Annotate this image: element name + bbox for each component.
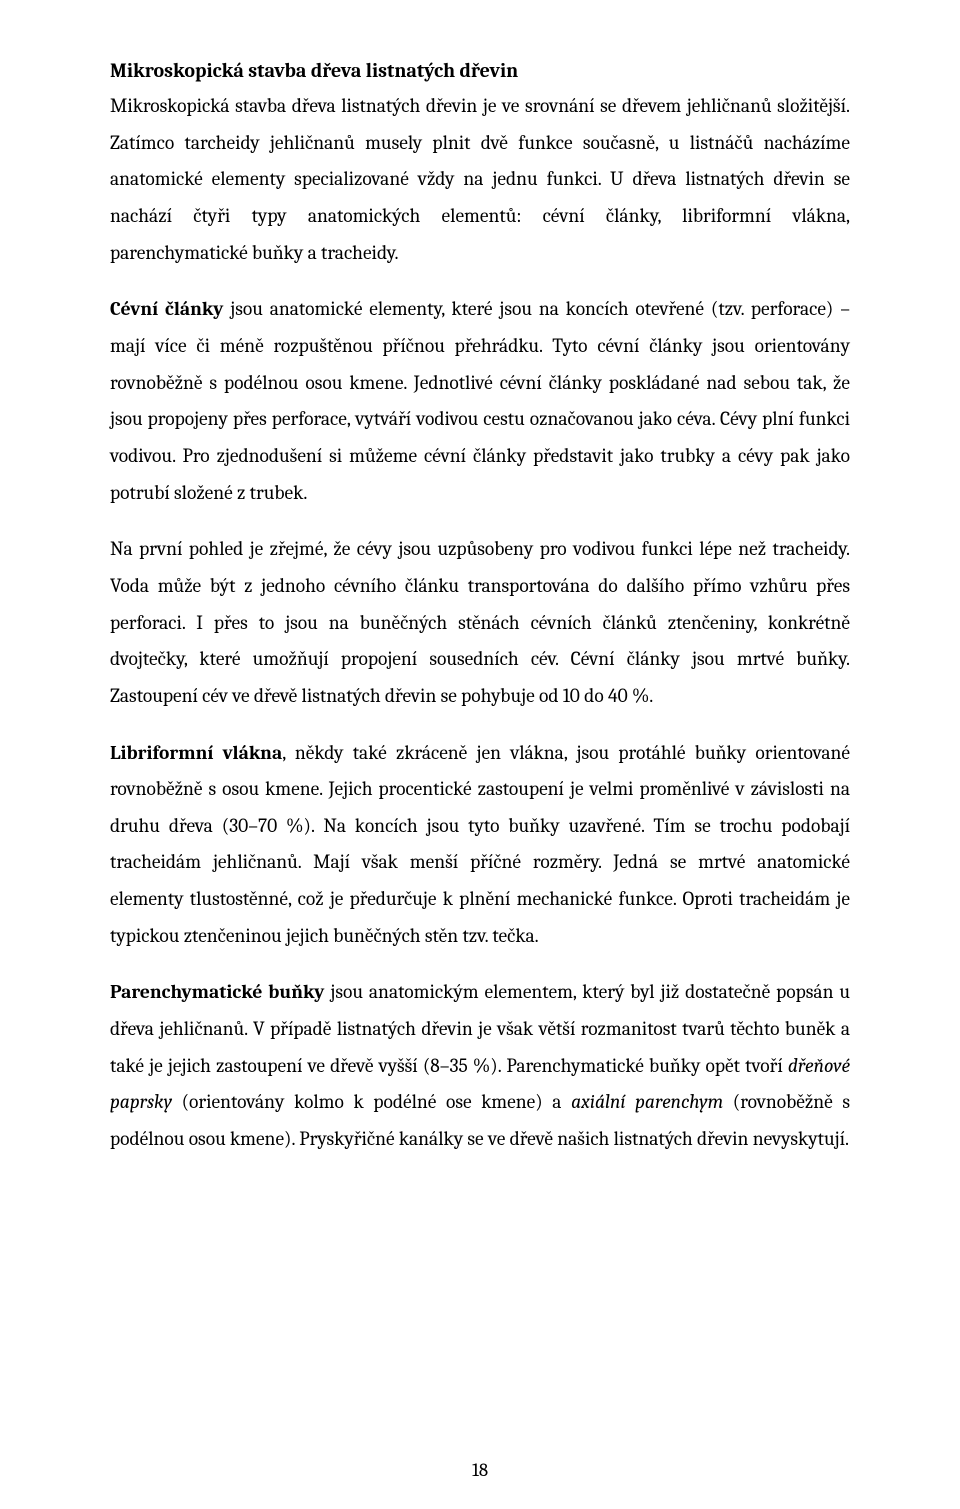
- term-libriformni-vlakna: Libriformní vlákna: [110, 741, 282, 764]
- paragraph-cevy-funkce: Na první pohled je zřejmé, že cévy jsou …: [110, 531, 850, 714]
- section-title: Mikroskopická stavba dřeva listnatých dř…: [110, 56, 850, 86]
- p5-part2: (orientovány kolmo k podélné ose kmene) …: [172, 1090, 571, 1113]
- paragraph-parenchymaticke-bunky: Parenchymatické buňky jsou anatomickým e…: [110, 974, 850, 1157]
- p2-rest: jsou anatomické elementy, které jsou na …: [110, 297, 850, 503]
- intro-text: Mikroskopická stavba dřeva listnatých dř…: [110, 94, 850, 264]
- term-parenchymaticke-bunky: Parenchymatické buňky: [110, 980, 324, 1003]
- p3-text: Na první pohled je zřejmé, že cévy jsou …: [110, 537, 850, 707]
- document-page: Mikroskopická stavba dřeva listnatých dř…: [0, 0, 960, 1509]
- paragraph-intro: Mikroskopická stavba dřeva listnatých dř…: [110, 88, 850, 271]
- term-cevni-clanky: Cévní články: [110, 297, 223, 320]
- p4-rest: , někdy také zkráceně jen vlákna, jsou p…: [110, 741, 850, 947]
- page-number: 18: [0, 1459, 960, 1481]
- term-axialni-parenchym: axiální parenchym: [571, 1090, 723, 1113]
- paragraph-libriformni-vlakna: Libriformní vlákna, někdy také zkráceně …: [110, 735, 850, 955]
- paragraph-cevni-clanky: Cévní články jsou anatomické elementy, k…: [110, 291, 850, 511]
